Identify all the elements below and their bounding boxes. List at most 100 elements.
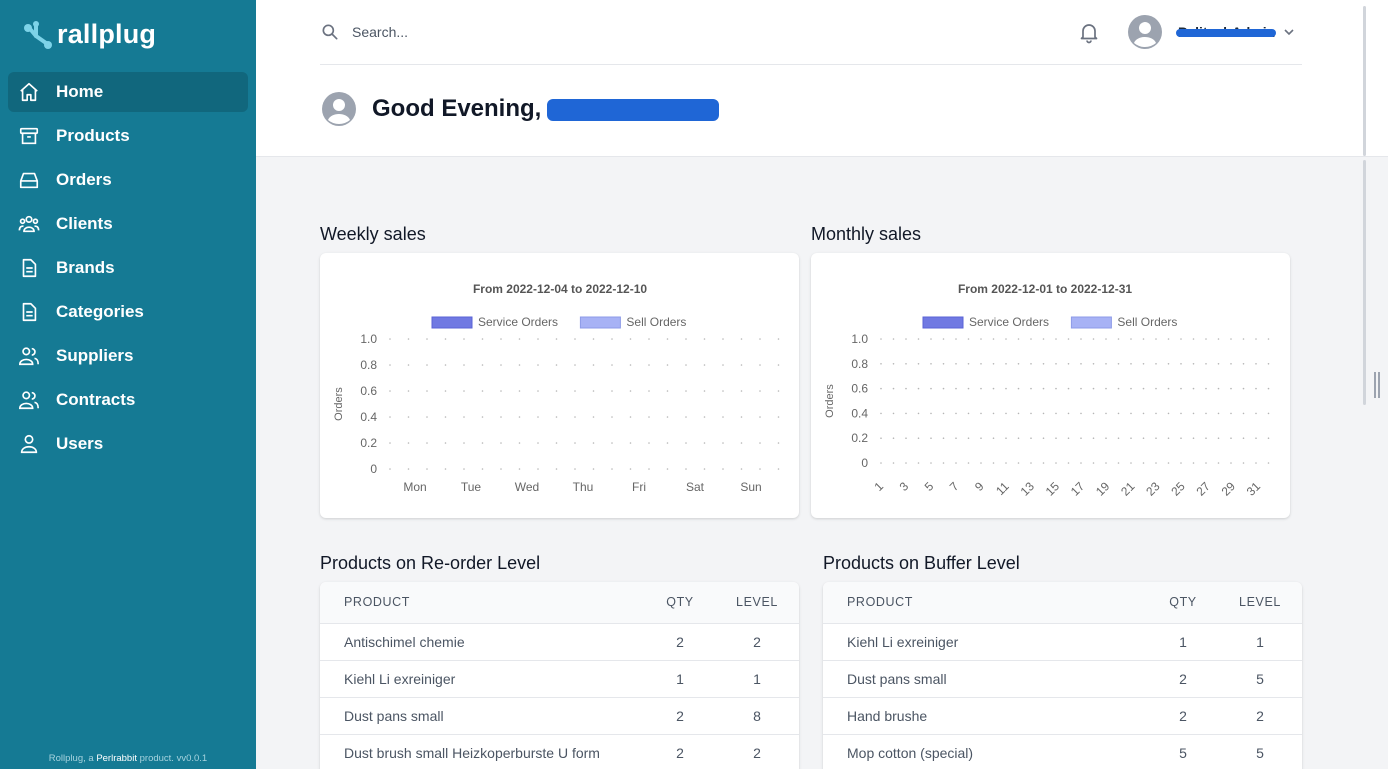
grid-dot	[1192, 338, 1195, 340]
grid-dot	[1205, 338, 1207, 340]
column-header-product[interactable]: PRODUCT	[847, 595, 914, 610]
grid-dot	[992, 363, 995, 365]
grid-dot	[1017, 363, 1020, 365]
y-tick-label: 0.4	[851, 406, 868, 420]
table-row[interactable]: Antischimel chemie 2 2	[320, 623, 799, 660]
sidebar-item-clients[interactable]: Clients	[8, 204, 248, 244]
table-row[interactable]: Kiehl Li exreiniger 1 1	[320, 660, 799, 697]
user-menu[interactable]: PalitechAdmin	[1128, 15, 1295, 49]
grid-dot	[1155, 437, 1157, 439]
grid-dot	[1242, 462, 1245, 464]
grid-dot	[1180, 462, 1182, 464]
x-tick-label: 1	[871, 479, 886, 494]
sidebar-item-products[interactable]: Products	[8, 116, 248, 156]
table-row[interactable]: Kiehl Li exreiniger 1 1	[823, 623, 1302, 660]
grid-dot	[537, 364, 539, 366]
legend-label: Sell Orders	[626, 315, 686, 329]
grid-dot	[740, 338, 743, 340]
grid-dot	[777, 390, 780, 392]
table-row[interactable]: Hand brushe 2 2	[823, 697, 1302, 734]
greeting: Good Evening,	[322, 92, 720, 126]
footer-brand-link[interactable]: Perlrabbit	[96, 753, 137, 764]
grid-dot	[648, 364, 650, 366]
search-input[interactable]	[352, 24, 652, 40]
y-tick-label: 0.6	[360, 384, 377, 398]
grid-dot	[407, 364, 410, 366]
app-name: rallplug	[57, 18, 157, 49]
grid-dot	[759, 468, 761, 470]
document-icon	[18, 257, 40, 279]
app-logo[interactable]: rallplug	[22, 18, 156, 50]
version-footer: Rollplug, a Perlrabbit product. vv0.0.1	[0, 753, 256, 764]
grid-dot	[703, 468, 706, 470]
grid-dot	[740, 468, 743, 470]
table-row[interactable]: Dust pans small 2 5	[823, 660, 1302, 697]
cell-qty: 2	[1179, 707, 1187, 724]
sidebar-item-contracts[interactable]: Contracts	[8, 380, 248, 420]
grid-dot	[592, 338, 595, 340]
x-tick-label: 21	[1118, 479, 1138, 499]
sidebar-item-orders[interactable]: Orders	[8, 160, 248, 200]
reorder-table-card: PRODUCT QTY LEVEL Antischimel chemie 2 2…	[320, 582, 799, 769]
scrollbar[interactable]	[1363, 6, 1366, 156]
table-row[interactable]: Dust pans small 2 8	[320, 697, 799, 734]
grid-dot	[1067, 363, 1070, 365]
grid-dot	[481, 442, 484, 444]
grid-dot	[1242, 338, 1245, 340]
cell-level: 2	[753, 633, 761, 650]
grid-dot	[1055, 363, 1057, 365]
scrollbar-thumb[interactable]	[1363, 160, 1366, 405]
grid-dot	[574, 442, 576, 444]
cell-qty: 1	[676, 670, 684, 687]
notifications-button[interactable]	[1077, 20, 1101, 49]
grid-dot	[1117, 462, 1120, 464]
grid-dot	[389, 390, 391, 392]
grid-dot	[1167, 387, 1170, 390]
grid-dot	[426, 338, 428, 340]
sidebar-item-home[interactable]: Home	[8, 72, 248, 112]
grid-dot	[685, 442, 687, 444]
grid-dot	[905, 462, 907, 464]
y-tick-label: 1.0	[851, 332, 868, 346]
cell-product: Mop cotton (special)	[847, 744, 974, 761]
column-header-qty[interactable]: QTY	[1169, 595, 1197, 610]
grid-dot	[407, 338, 410, 340]
grid-dot	[666, 338, 669, 340]
sidebar-item-categories[interactable]: Categories	[8, 292, 248, 332]
grid-dot	[1155, 338, 1157, 340]
column-header-level[interactable]: LEVEL	[736, 595, 778, 610]
grid-dot	[389, 468, 391, 470]
grid-dot	[980, 387, 982, 390]
grid-dot	[917, 387, 920, 390]
grid-dot	[892, 363, 895, 365]
grid-dot	[880, 437, 882, 439]
grid-dot	[1005, 363, 1007, 365]
sidebar-item-suppliers[interactable]: Suppliers	[8, 336, 248, 376]
resize-handle[interactable]	[1374, 372, 1380, 398]
column-header-product[interactable]: PRODUCT	[344, 595, 411, 610]
table-row[interactable]: Dust brush small Heizkoperburste U form …	[320, 734, 799, 769]
grid-dot	[1267, 437, 1270, 439]
x-tick-label: 5	[922, 479, 937, 494]
sidebar-item-brands[interactable]: Brands	[8, 248, 248, 288]
column-header-qty[interactable]: QTY	[666, 595, 694, 610]
grid-dot	[426, 390, 428, 392]
grid-dot	[1267, 338, 1270, 340]
table-row[interactable]: Mop cotton (special) 5 5	[823, 734, 1302, 769]
grid-dot	[444, 338, 447, 340]
sidebar-item-label: Categories	[56, 302, 144, 321]
grid-dot	[1230, 387, 1232, 390]
grid-dot	[1242, 437, 1245, 439]
sidebar-item-users[interactable]: Users	[8, 424, 248, 464]
grid-dot	[1017, 437, 1020, 439]
grid-dot	[1117, 363, 1120, 365]
grid-dot	[1080, 387, 1082, 390]
cell-product: Hand brushe	[847, 707, 928, 724]
column-header-level[interactable]: LEVEL	[1239, 595, 1281, 610]
grid-dot	[537, 468, 539, 470]
y-tick-label: 0	[370, 462, 377, 476]
grid-dot	[629, 468, 632, 470]
grid-dot	[703, 416, 706, 418]
grid-dot	[574, 338, 576, 340]
grid-dot	[444, 416, 447, 418]
